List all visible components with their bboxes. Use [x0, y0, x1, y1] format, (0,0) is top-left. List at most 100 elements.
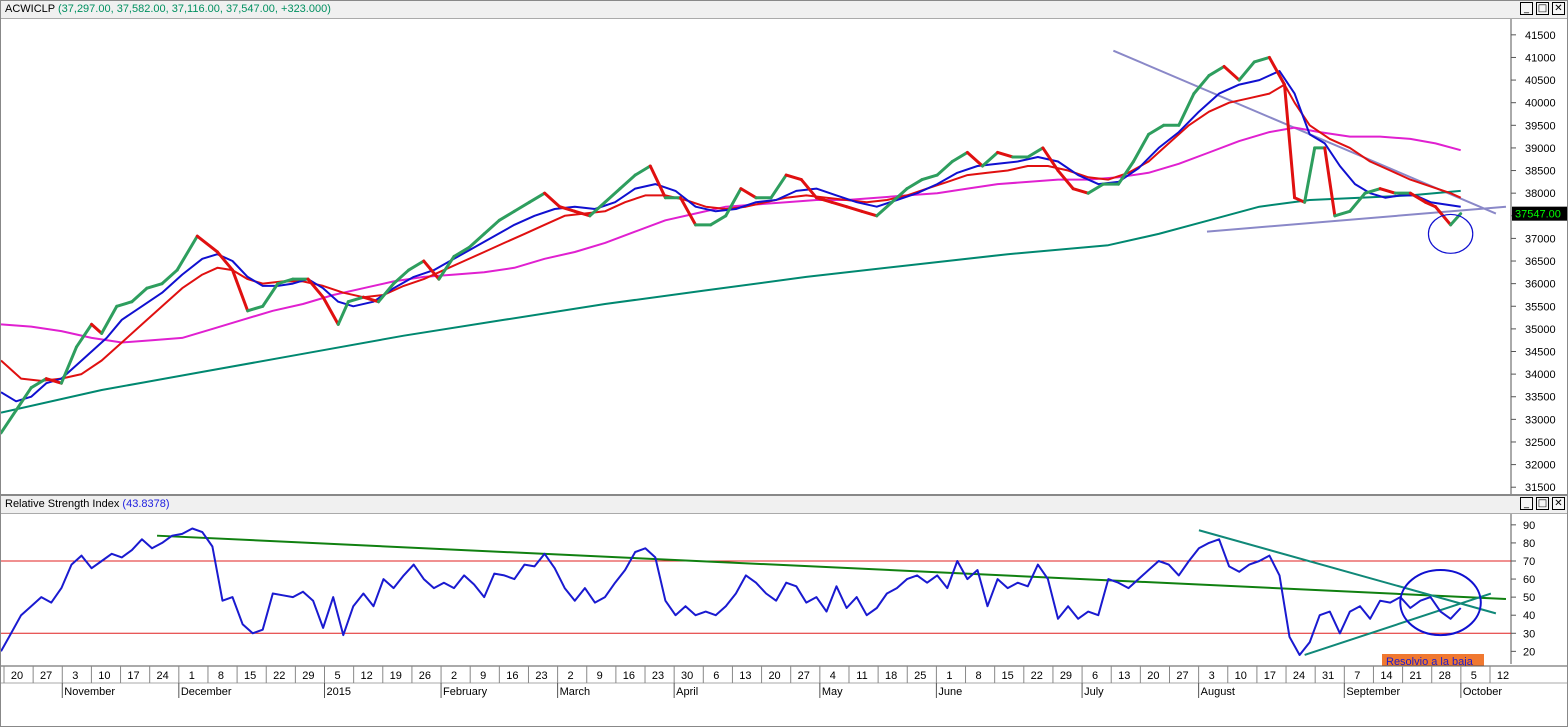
x-month-label: December: [181, 686, 232, 698]
price-segment: [100, 304, 119, 335]
x-month-label: August: [1201, 686, 1235, 698]
price-segment: [860, 209, 879, 218]
x-month-label: 2015: [327, 686, 351, 698]
x-day-label: 15: [1002, 670, 1014, 682]
x-day-label: 16: [623, 670, 635, 682]
rsi-close-button[interactable]: ✕: [1552, 497, 1565, 510]
minimize-button[interactable]: _: [1520, 2, 1533, 15]
price-segment: [679, 196, 698, 227]
x-month-label: May: [822, 686, 843, 698]
x-day-label: 3: [1209, 670, 1215, 682]
price-segment: [1056, 169, 1075, 191]
price-panel-title: ACWICLP (37,297.00, 37,582.00, 37,116.00…: [5, 1, 331, 18]
price-segment: [1147, 123, 1166, 136]
x-month-label: July: [1084, 686, 1104, 698]
x-day-label: 30: [681, 670, 693, 682]
price-segment: [920, 173, 939, 182]
price-segment: [981, 150, 1000, 168]
price-y-tick-label: 32500: [1525, 437, 1556, 449]
price-segment: [558, 205, 577, 213]
annotation-box: [1382, 654, 1484, 669]
x-axis-bg: [1, 666, 1567, 726]
x-day-label: 7: [1354, 670, 1360, 682]
price-segment: [618, 173, 637, 191]
price-segment: [1283, 83, 1297, 200]
x-day-label: 1: [189, 670, 195, 682]
price-segment: [1333, 209, 1352, 218]
x-day-label: 2: [451, 670, 457, 682]
price-y-tick-label: 39500: [1525, 120, 1556, 132]
x-day-label: 18: [885, 670, 897, 682]
rsi-y-tick-label: 90: [1523, 520, 1535, 532]
rsi-panel-titlebar[interactable]: Relative Strength Index (43.8378) _ □ ✕: [1, 496, 1567, 514]
x-day-label: 27: [1176, 670, 1188, 682]
price-segment: [321, 295, 340, 326]
series-ma-mid: [1, 83, 1462, 382]
price-y-tick-label: 38000: [1525, 188, 1556, 200]
x-day-label: 20: [11, 670, 23, 682]
price-segment: [29, 377, 48, 390]
price-segment: [1041, 146, 1060, 173]
price-y-tick-label: 35000: [1525, 324, 1556, 336]
price-y-tick-label: 38500: [1525, 166, 1556, 178]
x-day-label: 20: [768, 670, 780, 682]
last-price-tag: [1512, 206, 1567, 221]
maximize-button[interactable]: □: [1536, 2, 1549, 15]
x-day-label: 24: [157, 670, 169, 682]
price-segment: [1267, 55, 1286, 87]
price-segment: [1252, 55, 1271, 64]
x-day-label: 6: [713, 670, 719, 682]
price-segment: [1071, 187, 1090, 195]
x-day-label: 23: [652, 670, 664, 682]
price-segment: [814, 196, 833, 204]
rsi-trendline-0: [156, 534, 1507, 600]
price-segment: [633, 164, 652, 177]
price-panel-titlebar[interactable]: ACWICLP (37,297.00, 37,582.00, 37,116.00…: [1, 1, 1567, 19]
price-segment: [1, 408, 18, 435]
price-segment: [830, 200, 849, 209]
price-segment: [1132, 132, 1151, 163]
price-segment: [1363, 187, 1382, 195]
x-month-label: September: [1346, 686, 1400, 698]
price-segment: [875, 200, 894, 218]
x-day-label: 5: [1471, 670, 1477, 682]
price-segment: [769, 173, 788, 200]
rsi-y-tick-label: 30: [1523, 628, 1535, 640]
rsi-y-tick-label: 20: [1523, 646, 1535, 658]
price-segment: [59, 345, 78, 385]
x-day-label: 24: [1293, 670, 1305, 682]
rsi-highlight-circle: [1399, 569, 1482, 637]
price-segment: [452, 245, 471, 258]
rsi-title: Relative Strength Index: [5, 498, 120, 510]
x-month-label: June: [938, 686, 962, 698]
x-day-label: 3: [72, 670, 78, 682]
price-segment: [115, 300, 134, 308]
annotation-label: Resolvio a la baja: [1386, 656, 1474, 668]
rsi-trendline-1: [1198, 529, 1497, 615]
price-chart[interactable]: 41500 41000 40500 40000 39500 39000 38500 38000…: [1, 19, 1567, 494]
price-segment: [1408, 191, 1427, 204]
x-day-label: 9: [480, 670, 486, 682]
price-segment: [1207, 65, 1226, 78]
price-y-tick-label: 34000: [1525, 369, 1556, 381]
price-segment: [175, 234, 199, 272]
price-segment: [799, 178, 818, 200]
x-day-label: 5: [334, 670, 340, 682]
close-button[interactable]: ✕: [1552, 2, 1565, 15]
price-segment: [75, 322, 94, 349]
price-y-tick-label: 33000: [1525, 414, 1556, 426]
price-segment: [512, 200, 531, 213]
x-day-label: 15: [244, 670, 256, 682]
x-day-label: 22: [1031, 670, 1043, 682]
price-segment: [1303, 146, 1317, 204]
price-segment: [14, 386, 33, 412]
ohlc-values: (37,297.00, 37,582.00, 37,116.00, 37,547…: [57, 3, 331, 15]
rsi-maximize-button[interactable]: □: [1536, 497, 1549, 510]
price-y-tick-label: 40000: [1525, 98, 1556, 110]
price-segment: [437, 255, 456, 281]
price-segment: [346, 295, 365, 304]
rsi-value: (43.8378): [122, 498, 170, 510]
rsi-minimize-button[interactable]: _: [1520, 497, 1533, 510]
rsi-y-tick-label: 70: [1523, 556, 1535, 568]
